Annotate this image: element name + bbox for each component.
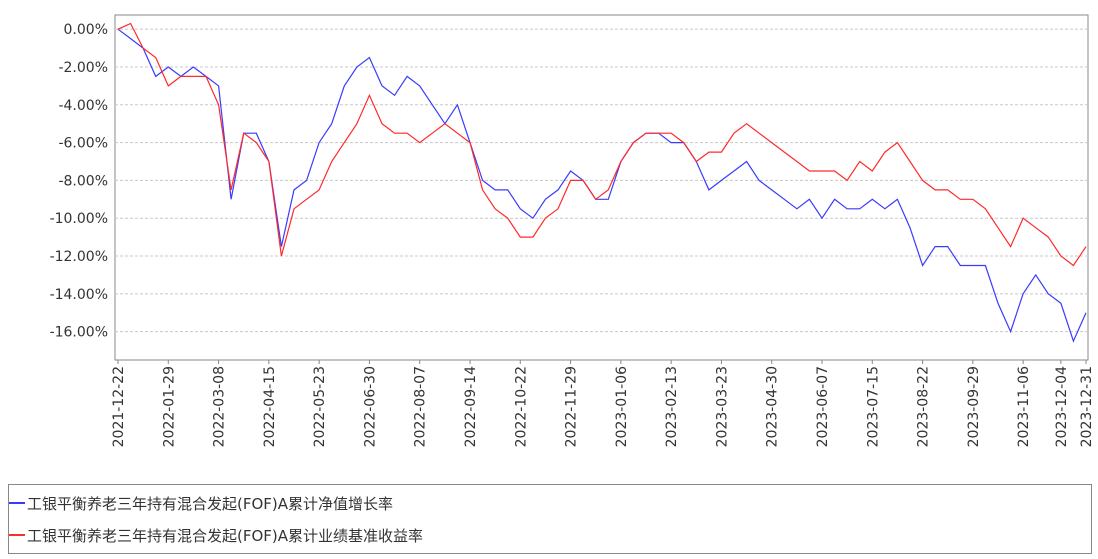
chart: 0.00% -2.00% -4.00% -6.00% -8.00% -10.00% -12.… [50, 14, 1095, 447]
series-line [117, 22, 1087, 267]
x-tick-label: 2023-03-23 [714, 366, 730, 447]
x-tick-label: 2022-10-22 [513, 366, 529, 447]
x-tick-label: 2023-01-06 [614, 366, 630, 447]
x-tick-label: 2022-09-14 [463, 366, 479, 447]
legend-item: 工银平衡养老三年持有混合发起(FOF)A累计业绩基准收益率 [9, 521, 1091, 549]
series-line [117, 28, 1087, 343]
legend-label: 工银平衡养老三年持有混合发起(FOF)A累计业绩基准收益率 [27, 526, 424, 545]
x-tick-label: 2022-04-15 [262, 366, 278, 447]
x-tick-label: 2023-12-04 [1054, 366, 1070, 447]
x-tick-label: 2023-08-22 [916, 366, 932, 447]
y-tick-label: -12.00% [50, 249, 108, 265]
y-tick-label: -8.00% [58, 173, 108, 189]
y-tick-label: -6.00% [58, 136, 108, 152]
x-tick-label: 2022-03-08 [212, 366, 228, 447]
legend-item: 工银平衡养老三年持有混合发起(FOF)A累计净值增长率 [9, 489, 1091, 517]
x-tick-label: 2022-11-29 [564, 366, 580, 447]
x-tick-label: 2022-05-23 [312, 366, 328, 447]
x-tick-label: 2023-09-29 [966, 366, 982, 447]
x-tick-label: 2022-01-29 [161, 366, 177, 447]
legend: 工银平衡养老三年持有混合发起(FOF)A累计净值增长率工银平衡养老三年持有混合发… [8, 484, 1092, 554]
y-tick-label: -16.00% [50, 325, 108, 341]
y-tick-label: -10.00% [50, 211, 108, 227]
y-tick-label: -2.00% [58, 60, 108, 76]
x-tick-label: 2023-02-13 [664, 366, 680, 447]
legend-label: 工银平衡养老三年持有混合发起(FOF)A累计净值增长率 [27, 494, 394, 513]
x-tick-label: 2022-08-07 [413, 366, 429, 447]
x-tick-label: 2021-12-22 [111, 366, 127, 447]
x-tick-label: 2023-04-30 [765, 366, 781, 447]
plot-frame [114, 14, 1089, 361]
x-tick-label: 2023-07-15 [865, 366, 881, 447]
x-tick-label: 2023-12-31 [1079, 366, 1095, 447]
legend-swatch [9, 534, 25, 536]
x-tick-label: 2023-06-07 [815, 366, 831, 447]
x-tick-label: 2023-11-06 [1016, 366, 1032, 447]
y-tick-label: 0.00% [64, 22, 108, 38]
y-tick-label: -14.00% [50, 287, 108, 303]
legend-swatch [9, 502, 25, 504]
x-tick-label: 2022-06-30 [362, 366, 378, 447]
y-tick-label: -4.00% [58, 98, 108, 114]
